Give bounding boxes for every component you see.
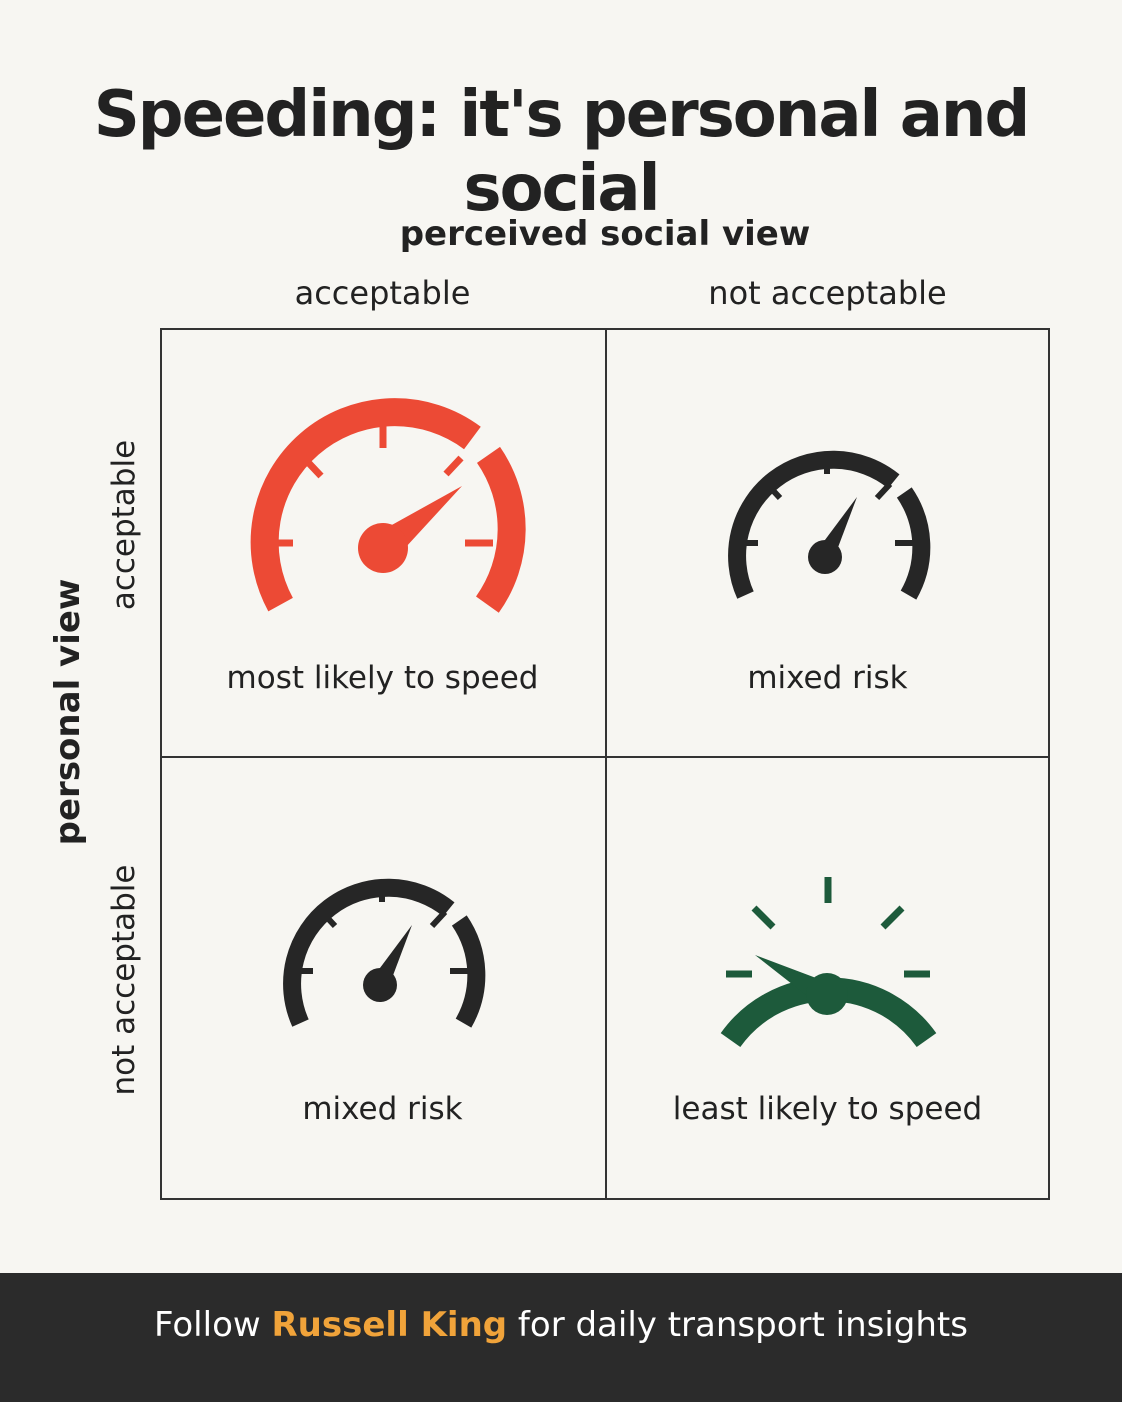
quadrant-label-mixed-risk-bottom: mixed risk	[302, 1091, 463, 1127]
speedometer-icon-high	[250, 398, 526, 613]
grid-horizontal-divider	[162, 756, 1048, 758]
row-label-acceptable: acceptable	[106, 439, 142, 611]
personal-view-axis-label: personal view	[48, 578, 88, 846]
footer-prefix: Follow	[154, 1305, 261, 1345]
quadrant-label-least-likely: least likely to speed	[672, 1091, 983, 1127]
column-label-not-acceptable: not acceptable	[708, 274, 947, 312]
row-label-not-acceptable: not acceptable	[106, 864, 142, 1096]
column-label-acceptable: acceptable	[294, 274, 471, 312]
speedometer-icon-low	[720, 877, 937, 1048]
author-name: Russell King	[271, 1305, 508, 1345]
speedometer-icon-mixed-bottom	[283, 878, 486, 1028]
quadrant-label-most-likely: most likely to speed	[226, 660, 539, 696]
speedometer-icon-mixed-top	[728, 450, 931, 600]
social-view-axis-label: perceived social view	[399, 214, 811, 254]
grid-vertical-divider	[605, 330, 607, 1198]
quadrant-label-mixed-risk-top: mixed risk	[747, 660, 908, 696]
page-title: Speeding: it's personal and social	[93, 78, 1031, 226]
footer-banner: Follow Russell King for daily transport …	[0, 1273, 1122, 1402]
footer-suffix: for daily transport insights	[517, 1305, 968, 1345]
quadrant-grid	[160, 328, 1050, 1200]
